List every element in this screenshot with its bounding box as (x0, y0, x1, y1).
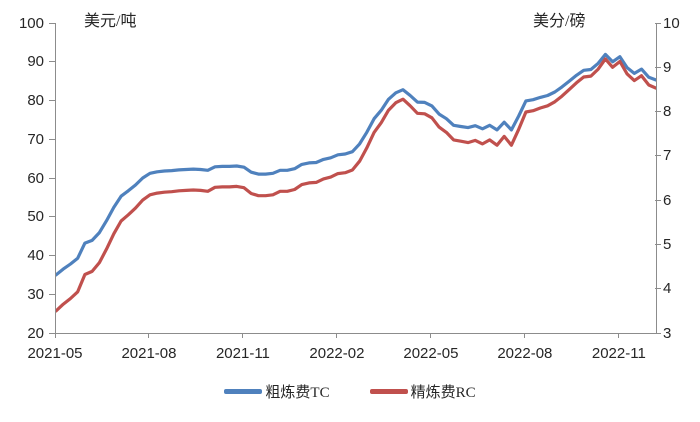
series-lines (56, 52, 656, 313)
x-axis-tick-label: 2022-08 (497, 345, 553, 362)
left-axis-tick-label: 30 (27, 285, 44, 303)
right-axis-tick-label: 7 (663, 147, 672, 165)
right-axis-tick-label: 10 (663, 14, 680, 32)
left-axis-tick-mark (49, 138, 55, 140)
left-axis-tick-mark (49, 332, 55, 334)
x-axis-tick-label: 2022-05 (403, 345, 459, 362)
x-axis-tick-mark (430, 333, 432, 338)
right-axis-tick-label: 8 (663, 103, 672, 121)
right-axis-unit-label: 美分/磅 (533, 13, 586, 30)
left-axis-tick-label: 20 (27, 324, 44, 342)
left-axis-tick-label: 80 (27, 92, 44, 109)
left-axis-tick-mark (49, 216, 55, 218)
series-line-rc (56, 57, 656, 313)
x-axis-tick-mark (336, 333, 338, 338)
legend: 粗炼费TC 精炼费RC (0, 381, 700, 402)
right-axis-tick-mark (655, 288, 661, 290)
plot-area (55, 23, 657, 334)
left-axis-tick-mark (49, 22, 55, 24)
legend-label-rc: 精炼费RC (410, 385, 476, 401)
right-axis-tick-mark (655, 66, 661, 68)
x-axis-tick-label: 2022-02 (309, 345, 365, 362)
x-axis-tick-label: 2021-11 (215, 345, 270, 362)
right-axis-tick-mark (655, 155, 661, 157)
left-axis-tick-mark (49, 293, 55, 295)
left-axis-tick-label: 60 (27, 169, 44, 187)
legend-item-tc: 粗炼费TC (224, 381, 330, 402)
tc-line-swatch-icon (224, 389, 263, 394)
left-axis-tick-label: 50 (27, 208, 44, 226)
left-axis-tick-mark (49, 100, 55, 101)
x-axis-tick-mark (242, 333, 244, 338)
left-axis-tick-label: 100 (18, 14, 44, 32)
x-axis-tick-label: 2022-11 (591, 345, 646, 362)
right-axis-tick-label: 5 (663, 235, 672, 253)
right-axis-tick-label: 6 (663, 191, 672, 209)
left-axis-tick-label: 90 (27, 53, 44, 71)
x-axis-tick-label: 2021-08 (121, 345, 177, 362)
series-line-tc (56, 52, 656, 277)
x-axis-tick-mark (618, 333, 620, 338)
left-axis-unit-label: 美元/吨 (84, 13, 137, 30)
rc-line-swatch-icon (369, 389, 408, 394)
right-axis-tick-mark (655, 111, 661, 113)
right-axis-tick-mark (655, 22, 661, 24)
x-axis-tick-mark (54, 333, 56, 338)
left-axis-tick-label: 70 (27, 130, 44, 148)
left-axis-tick-mark (49, 177, 55, 179)
left-axis-tick-mark (49, 61, 55, 63)
right-axis-tick-label: 3 (663, 324, 672, 342)
right-axis-tick-mark (655, 332, 661, 334)
x-axis-tick-mark (524, 333, 526, 338)
right-axis-tick-mark (655, 243, 661, 245)
x-axis-tick-label: 2021-05 (27, 345, 83, 362)
x-axis-tick-mark (148, 333, 150, 338)
legend-label-tc: 粗炼费TC (265, 385, 330, 401)
left-axis-tick-label: 40 (27, 247, 44, 264)
legend-item-rc: 精炼费RC (369, 381, 476, 402)
right-axis-tick-mark (655, 199, 661, 201)
right-axis-tick-label: 9 (663, 58, 672, 76)
right-axis-tick-label: 4 (663, 280, 672, 298)
left-axis-tick-mark (49, 255, 55, 256)
